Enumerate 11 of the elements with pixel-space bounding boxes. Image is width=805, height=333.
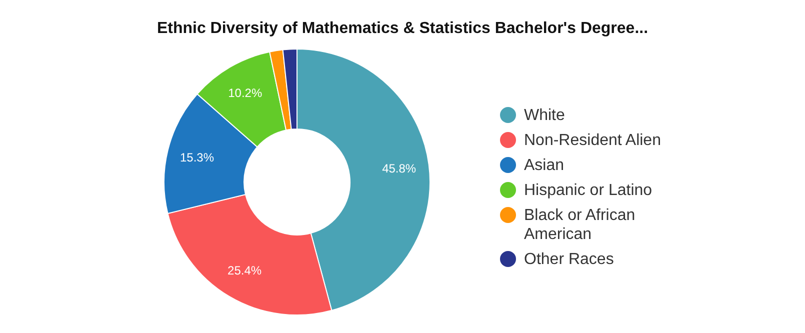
legend-label: Asian xyxy=(524,156,564,175)
legend-label: Non-Resident Alien xyxy=(524,131,661,150)
data-label: 25.4% xyxy=(228,264,262,278)
legend-label: White xyxy=(524,106,565,125)
chart-title: Ethnic Diversity of Mathematics & Statistics Bachelor's Degree... xyxy=(156,20,650,38)
data-label: 45.8% xyxy=(382,161,416,176)
legend-label: Hispanic or Latino xyxy=(524,181,652,200)
data-label: 15.3% xyxy=(180,150,214,164)
legend-label: Black or African American xyxy=(524,206,636,244)
data-label: 10.2% xyxy=(228,86,262,100)
legend-label: Other Races xyxy=(524,250,614,269)
